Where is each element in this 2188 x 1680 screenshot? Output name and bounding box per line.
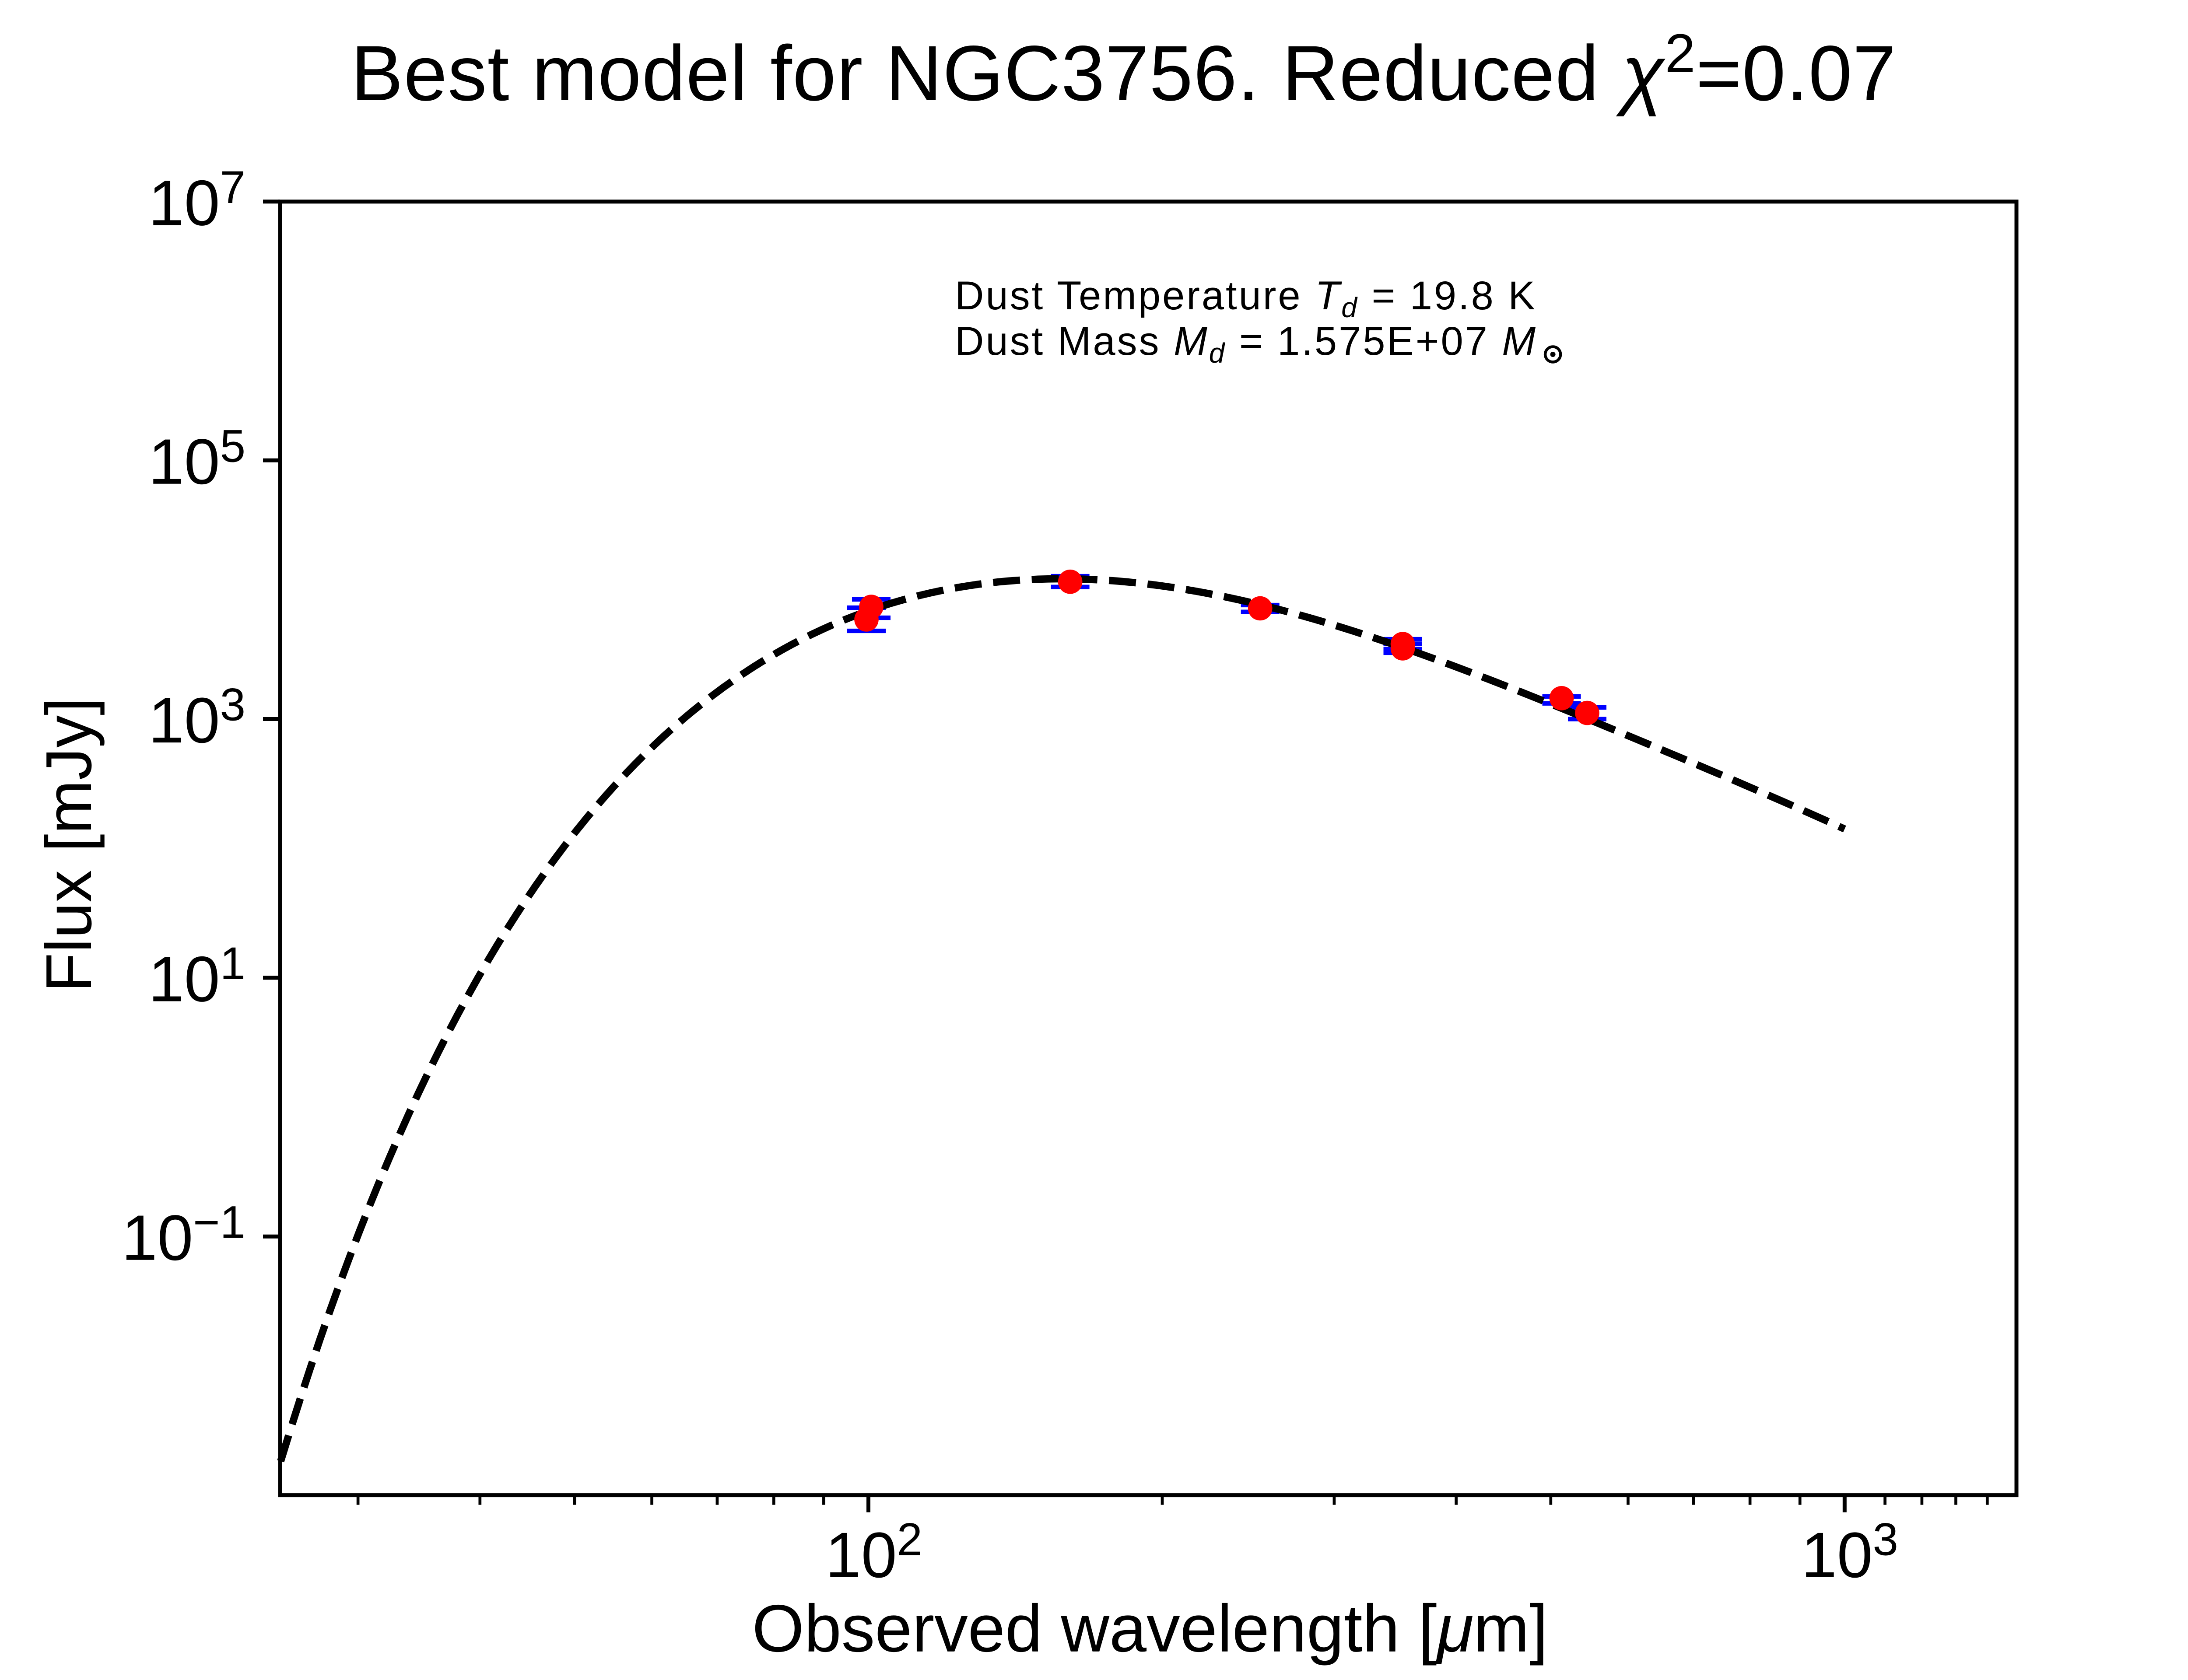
svg-text:Observed wavelength [μm]: Observed wavelength [μm]: [752, 1591, 1548, 1666]
svg-text:105: 105: [148, 420, 245, 497]
svg-text:107: 107: [148, 162, 245, 239]
svg-text:Best model for NGC3756. Reduce: Best model for NGC3756. Reduced χ2=0.07: [351, 23, 1897, 117]
svg-text:101: 101: [148, 938, 245, 1015]
svg-text:Flux [mJy]: Flux [mJy]: [33, 697, 105, 992]
svg-text:Dust Mass Md = 1.575E+07 M: Dust Mass Md = 1.575E+07 M: [955, 319, 1537, 369]
svg-text:103: 103: [1801, 1514, 1898, 1591]
svg-text:Dust Temperature Td = 19.8 K: Dust Temperature Td = 19.8 K: [955, 273, 1537, 323]
svg-text:10−1: 10−1: [122, 1197, 245, 1274]
svg-text:102: 102: [825, 1514, 922, 1591]
svg-text:103: 103: [148, 679, 245, 756]
